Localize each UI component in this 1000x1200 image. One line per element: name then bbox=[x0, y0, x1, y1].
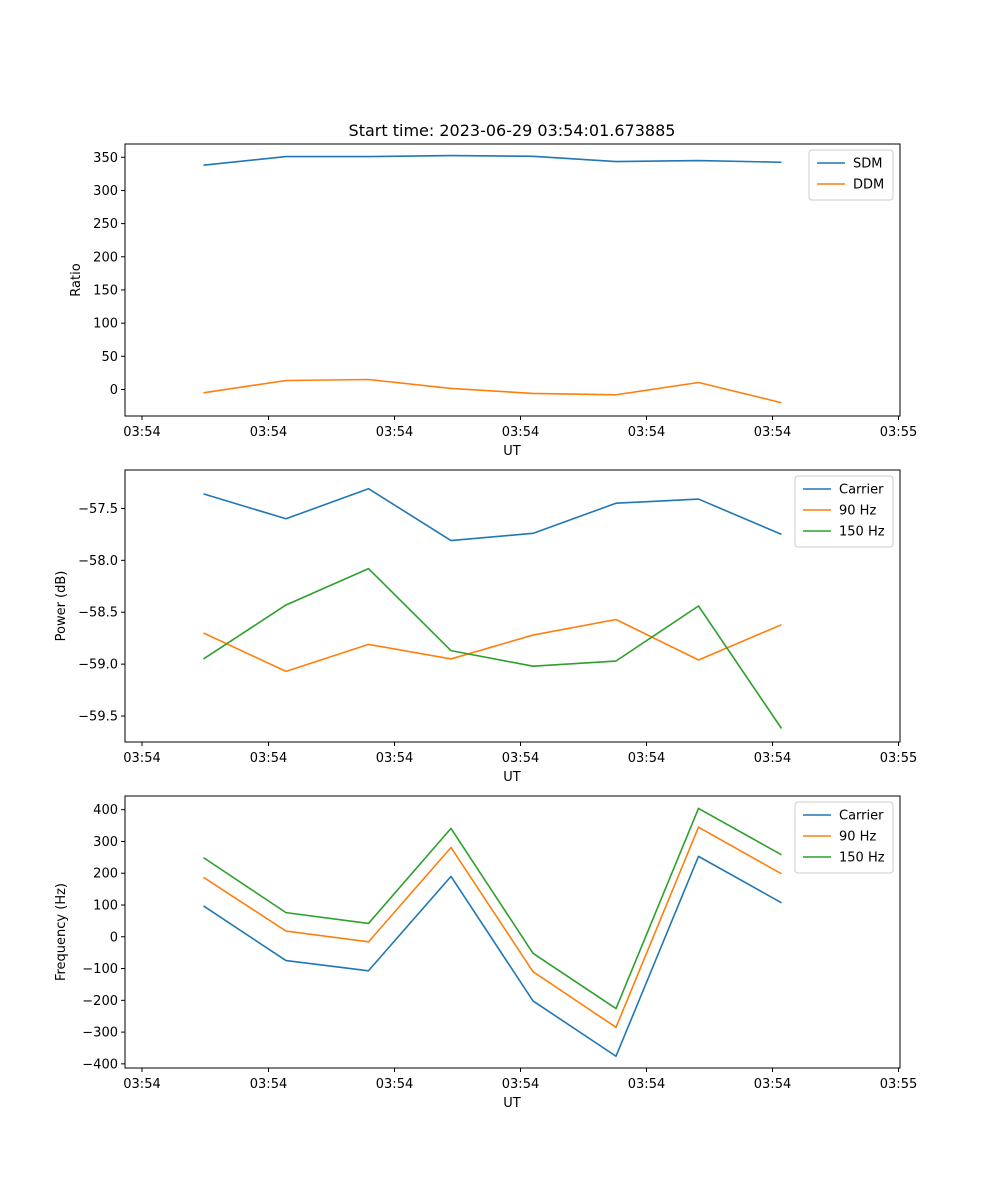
plot-frame-1 bbox=[124, 143, 901, 417]
series-line-150-hz bbox=[203, 807, 782, 1010]
series-line-90-hz bbox=[203, 826, 782, 1029]
legend-label: 150 Hz bbox=[839, 525, 885, 540]
plot-frame-3 bbox=[124, 795, 901, 1069]
series-line-ddm bbox=[203, 378, 782, 404]
y-tick-label: 250 bbox=[93, 217, 118, 232]
x-tick-label: 03:55 bbox=[880, 751, 917, 766]
x-tick-label: 03:54 bbox=[502, 751, 539, 766]
y-tick-label: −58.5 bbox=[78, 606, 118, 621]
y-tick-label: −200 bbox=[82, 994, 118, 1009]
y-tick-label: −58.0 bbox=[78, 554, 118, 569]
x-tick-label: 03:54 bbox=[376, 751, 413, 766]
legend-label: Carrier bbox=[839, 809, 884, 824]
y-tick-label: 200 bbox=[93, 867, 118, 882]
x-tick-label: 03:54 bbox=[628, 751, 665, 766]
series-line-90-hz bbox=[203, 618, 782, 673]
legend-label: SDM bbox=[853, 157, 882, 172]
y-tick-label: −400 bbox=[82, 1057, 118, 1072]
y-tick-label: 150 bbox=[93, 283, 118, 298]
x-tick-label: 03:54 bbox=[250, 1077, 287, 1092]
legend bbox=[794, 801, 894, 874]
series-line-150-hz bbox=[203, 567, 783, 729]
x-tick-label: 03:54 bbox=[502, 1077, 539, 1092]
x-tick-label: 03:54 bbox=[123, 751, 160, 766]
x-tick-label: 03:54 bbox=[502, 425, 539, 440]
y-tick-label: −59.0 bbox=[78, 658, 118, 673]
x-tick-label: 03:54 bbox=[628, 1077, 665, 1092]
x-tick-label: 03:54 bbox=[123, 1077, 160, 1092]
y-tick-label: 100 bbox=[93, 898, 118, 913]
x-axis-label: UT bbox=[503, 444, 521, 459]
legend-label: 90 Hz bbox=[839, 504, 876, 519]
y-tick-label: −100 bbox=[82, 962, 118, 977]
plot-frame-2 bbox=[124, 469, 901, 743]
y-tick-label: 350 bbox=[93, 151, 118, 166]
x-tick-label: 03:54 bbox=[250, 425, 287, 440]
x-tick-label: 03:54 bbox=[754, 425, 791, 440]
x-tick-label: 03:54 bbox=[628, 425, 665, 440]
x-tick-label: 03:54 bbox=[754, 751, 791, 766]
y-tick-label: −300 bbox=[82, 1026, 118, 1041]
x-tick-label: 03:54 bbox=[754, 1077, 791, 1092]
y-tick-label: 200 bbox=[93, 250, 118, 265]
legend bbox=[794, 475, 894, 548]
x-tick-label: 03:55 bbox=[880, 1077, 917, 1092]
y-tick-label: 100 bbox=[93, 317, 118, 332]
series-line-sdm bbox=[203, 154, 782, 167]
x-tick-label: 03:54 bbox=[123, 425, 160, 440]
legend-label: DDM bbox=[853, 178, 884, 193]
x-tick-label: 03:54 bbox=[376, 425, 413, 440]
y-tick-label: −57.5 bbox=[78, 502, 118, 517]
y-tick-label: 300 bbox=[93, 184, 118, 199]
legend-label: 150 Hz bbox=[839, 851, 885, 866]
y-axis-label: Ratio bbox=[69, 263, 84, 296]
y-tick-label: 0 bbox=[110, 930, 118, 945]
y-tick-label: −59.5 bbox=[78, 710, 118, 725]
legend-label: Carrier bbox=[839, 483, 884, 498]
series-line-carrier bbox=[203, 855, 782, 1058]
x-axis-label: UT bbox=[503, 770, 521, 785]
y-tick-label: 300 bbox=[93, 835, 118, 850]
chart-title: Start time: 2023-06-29 03:54:01.673885 bbox=[349, 121, 676, 140]
x-tick-label: 03:55 bbox=[880, 425, 917, 440]
y-axis-label: Frequency (Hz) bbox=[54, 883, 69, 981]
y-tick-label: 0 bbox=[110, 383, 118, 398]
series-line-carrier bbox=[203, 487, 782, 542]
y-tick-label: 50 bbox=[101, 350, 118, 365]
y-tick-label: 400 bbox=[93, 803, 118, 818]
x-axis-label: UT bbox=[503, 1096, 521, 1111]
x-tick-label: 03:54 bbox=[376, 1077, 413, 1092]
y-axis-label: Power (dB) bbox=[54, 571, 69, 642]
x-tick-label: 03:54 bbox=[250, 751, 287, 766]
legend-label: 90 Hz bbox=[839, 830, 876, 845]
